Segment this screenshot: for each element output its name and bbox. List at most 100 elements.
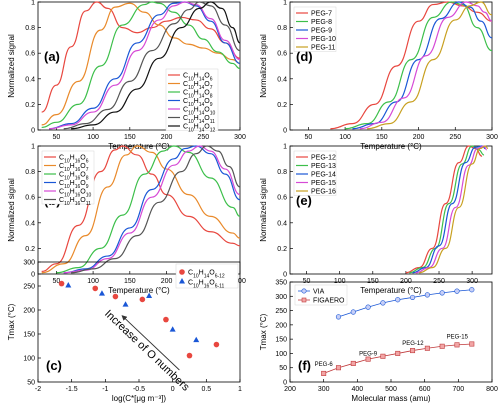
y-tick-label: 150: [23, 332, 35, 339]
series-line: [409, 145, 485, 274]
x-tick-label: 600: [419, 386, 431, 393]
series-PEG-13: [409, 145, 485, 274]
series-line: [63, 145, 241, 274]
x-tick-label: -1.5: [66, 386, 78, 393]
data-point: [186, 352, 193, 359]
data-point: [92, 285, 99, 292]
y-tick-label: 0.8: [25, 25, 35, 32]
y-tick-label: 0: [283, 272, 287, 279]
data-point: [439, 343, 445, 349]
y-tick-label: 1: [31, 0, 35, 7]
series-line: [49, 1, 241, 130]
point-label: PEG-15: [447, 335, 469, 341]
series-C10H16O7: [41, 145, 241, 274]
y-tick-label: 0.2: [25, 246, 35, 253]
series-line: [41, 145, 241, 273]
trend-annotation: Increase of O numbers: [102, 308, 192, 394]
y-tick-label: 50: [27, 380, 35, 387]
series-line: [41, 145, 241, 274]
x-axis-label: Molecular mass (amu): [351, 394, 430, 403]
x-tick-label: -2: [35, 386, 41, 393]
series-line: [41, 1, 241, 113]
series-C10H14O7: [41, 2, 241, 126]
y-tick-label: 150: [275, 337, 287, 344]
legend-marker: [301, 288, 307, 294]
data-point: [350, 309, 356, 315]
x-tick-label: 100: [87, 134, 99, 141]
series-C10H16O6-11: [65, 282, 200, 343]
y-tick-label: 0.6: [277, 51, 287, 58]
x-tick-label: 1: [238, 386, 242, 393]
series-C10H14O11: [63, 1, 241, 130]
data-point: [169, 326, 176, 332]
x-tick-label: 50: [304, 134, 312, 141]
y-tick-label: 250: [275, 308, 287, 315]
legend-label: PEG-12: [311, 155, 336, 162]
series-C10H14O6: [41, 1, 241, 113]
data-point: [454, 342, 460, 348]
y-axis-label: Normalized signal: [259, 178, 268, 242]
y-tick-label: 0.4: [277, 220, 287, 227]
y-tick-label: 250: [23, 284, 35, 291]
legend: VIA FIGAERO: [294, 284, 348, 306]
x-tick-label: 150: [376, 134, 388, 141]
series-line: [359, 1, 493, 130]
legend-label: C10H14O6-12: [188, 270, 225, 280]
x-tick-label: 150: [124, 134, 136, 141]
x-tick-label: 250: [449, 134, 461, 141]
x-tick-label: 400: [351, 386, 363, 393]
y-tick-label: 0: [31, 272, 35, 279]
legend-label: C10H14O7: [183, 81, 213, 91]
series-line: [367, 1, 493, 130]
legend-box: [293, 150, 337, 196]
legend-label: C10H14O8: [183, 90, 213, 100]
legend-label: PEG-7: [311, 11, 332, 18]
series-VIA: [335, 287, 475, 320]
x-tick-label: 300: [318, 386, 330, 393]
series-line: [63, 1, 241, 130]
legend-label: PEG-11: [311, 45, 335, 52]
series-line: [412, 145, 486, 274]
x-tick-label: 300: [234, 134, 246, 141]
y-tick-label: 50: [279, 365, 287, 372]
y-tick-label: 0.6: [277, 195, 287, 202]
chart-panel-f: 200 300 400 500 600 700 800 0 50 100 150 200 250 300 3…: [259, 280, 498, 404]
x-tick-label: 150: [124, 278, 136, 285]
data-point: [335, 314, 342, 320]
y-tick-label: 100: [275, 351, 287, 358]
series-line: [41, 2, 241, 126]
x-tick-label: 200: [161, 134, 173, 141]
series-line: [71, 1, 241, 130]
x-tick-label: 50: [52, 134, 60, 141]
y-tick-label: 0.4: [25, 220, 35, 227]
legend-label: PEG-14: [311, 172, 336, 179]
y-tick-label: 1: [31, 144, 35, 151]
x-axis-label: Temperature (°C): [360, 142, 422, 151]
series-PEG-9: [352, 1, 493, 130]
y-tick-label: 200: [23, 308, 35, 315]
point-label: PEG-9: [359, 352, 378, 358]
legend-box: [165, 68, 219, 131]
data-point: [58, 280, 65, 287]
plot-frame: [289, 145, 493, 275]
x-tick-label: 0.5: [201, 386, 211, 393]
legend-label: C10H14O11: [183, 115, 215, 125]
x-tick-label: 700: [452, 386, 464, 393]
data-point: [139, 296, 146, 303]
data-point: [213, 341, 220, 348]
x-tick-label: 50: [52, 278, 60, 285]
data-point: [395, 350, 401, 356]
chart-panel-d: 50 100 150 200 250 300 0 0.2 0.4 0.6 0.8 1 Temperatu…: [259, 0, 498, 151]
y-tick-label: 300: [275, 294, 287, 301]
y-tick-label: 0.2: [25, 102, 35, 109]
series-line: [330, 1, 493, 130]
series-C10H16O10: [63, 145, 241, 274]
series-line: [338, 289, 472, 318]
y-tick-label: 0.8: [277, 25, 287, 32]
series-PEG-8: [345, 1, 493, 130]
data-point: [424, 345, 430, 351]
series-PEG-15: [415, 145, 487, 274]
series-C10H14O6-12: [58, 280, 220, 359]
x-tick-label: 250: [433, 278, 445, 285]
